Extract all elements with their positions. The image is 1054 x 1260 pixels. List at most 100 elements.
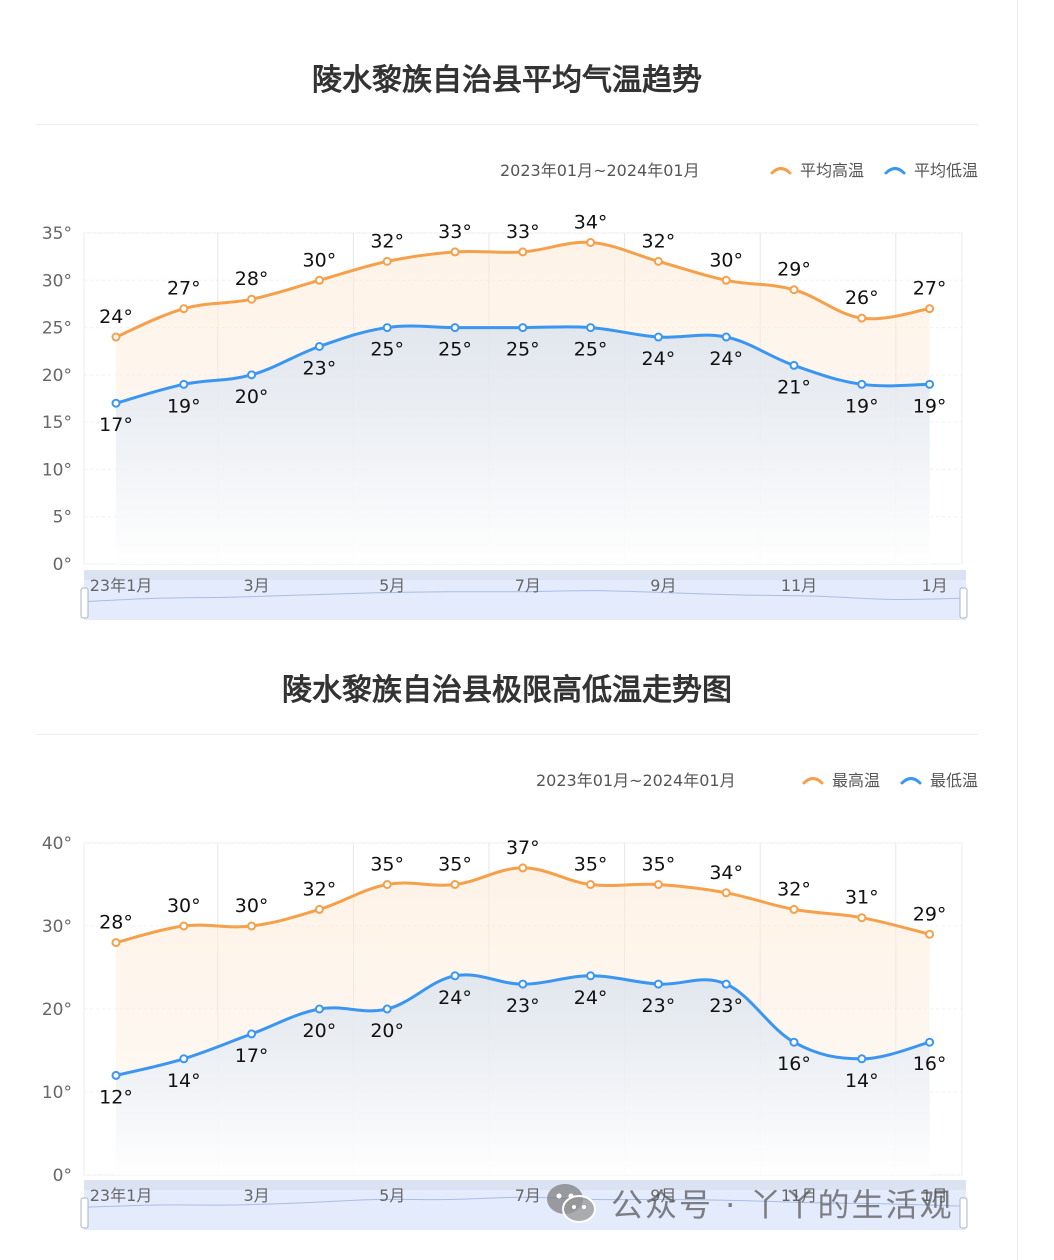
date-range-label: 2023年01月~2024年01月 — [500, 161, 700, 180]
low-data-label: 23° — [303, 357, 337, 379]
zoom-slider-handle-right — [959, 587, 968, 619]
high-data-label: 34° — [709, 862, 743, 884]
high-data-label: 35° — [438, 854, 472, 876]
high-series-point — [586, 237, 596, 247]
low-data-label: 23° — [506, 995, 540, 1017]
low-series-point — [450, 971, 460, 981]
zoom-slider-track — [84, 1190, 966, 1230]
low-data-label: 25° — [574, 339, 608, 361]
legend-item-high[interactable]: 最高温 — [802, 767, 880, 791]
chart-title: 陵水黎族自治县极限高低温走势图 — [282, 673, 732, 708]
legend-item-low[interactable]: 最低温 — [900, 767, 978, 791]
high-data-label: 28° — [99, 912, 133, 934]
low-series-point — [450, 323, 460, 333]
low-data-label: 12° — [99, 1086, 133, 1108]
legend-label-high: 最高温 — [831, 771, 880, 790]
high-data-label: 27° — [913, 278, 947, 300]
high-series-point — [179, 921, 189, 931]
low-series-point — [179, 1054, 189, 1064]
high-series-point — [111, 938, 121, 948]
legend-item-low[interactable]: 平均低温 — [884, 157, 978, 181]
high-data-label: 30° — [709, 249, 743, 271]
low-data-label: 19° — [845, 395, 879, 417]
low-data-label: 25° — [370, 339, 404, 361]
y-tick-label: 25° — [42, 319, 72, 339]
high-series-point — [857, 913, 867, 923]
high-data-label: 32° — [370, 230, 404, 252]
high-data-label: 32° — [777, 878, 811, 900]
low-series-point — [925, 1037, 935, 1047]
low-series-point — [111, 1070, 121, 1080]
zoom-slider-handle-left — [80, 1197, 89, 1229]
high-series-point — [925, 304, 935, 314]
high-data-label: 28° — [235, 268, 269, 290]
low-data-label: 23° — [709, 995, 743, 1017]
low-data-label: 17° — [235, 1045, 269, 1067]
legend-high-line-icon — [802, 777, 824, 785]
high-series-point — [857, 313, 867, 323]
low-data-label: 24° — [709, 348, 743, 370]
high-data-label: 24° — [99, 306, 133, 328]
chart-legend: 最高温 最低温 — [782, 767, 978, 791]
y-tick-label: 20° — [42, 1000, 72, 1020]
high-series-point — [111, 332, 121, 342]
zoom-slider-handle-left — [80, 587, 89, 619]
high-data-label: 30° — [167, 895, 201, 917]
low-series-point — [247, 370, 257, 380]
low-data-label: 25° — [506, 339, 540, 361]
low-series-point — [314, 1004, 324, 1014]
low-data-label: 25° — [438, 339, 472, 361]
high-data-label: 33° — [438, 221, 472, 243]
high-data-label: 33° — [506, 221, 540, 243]
x-tick-label: 7月 — [515, 576, 541, 595]
high-series-point — [925, 929, 935, 939]
high-series-point — [721, 888, 731, 898]
y-tick-label: 40° — [42, 834, 72, 854]
zoom-slider-track-top — [84, 570, 966, 580]
legend-label-low: 最低温 — [929, 771, 978, 790]
y-tick-label: 10° — [42, 460, 72, 480]
zoom-slider-preview-line — [83, 590, 963, 603]
chart-title: 陵水黎族自治县平均气温趋势 — [312, 63, 702, 98]
y-tick-label: 15° — [42, 413, 72, 433]
watermark: 公众号 · 丫丫的生活观 — [545, 1180, 954, 1226]
low-data-label: 16° — [913, 1053, 947, 1075]
watermark-text: 公众号 · 丫丫的生活观 — [611, 1186, 954, 1224]
high-series-point — [450, 880, 460, 889]
high-data-label: 30° — [235, 895, 269, 917]
low-series-point — [382, 323, 392, 333]
low-data-label: 20° — [235, 386, 269, 408]
x-tick-label: 3月 — [244, 1186, 270, 1205]
low-data-label: 17° — [99, 414, 133, 436]
y-tick-label: 35° — [42, 224, 72, 244]
high-data-label: 34° — [574, 211, 608, 233]
high-data-label: 35° — [642, 854, 676, 876]
high-data-label: 26° — [845, 287, 879, 309]
wechat-icon — [547, 1184, 596, 1223]
y-tick-label: 0° — [53, 555, 72, 575]
chart-legend: 平均高温 平均低温 — [750, 157, 978, 181]
low-series-area — [116, 326, 930, 564]
low-data-label: 19° — [167, 395, 201, 417]
x-tick-label: 5月 — [379, 576, 405, 595]
low-data-label: 19° — [913, 395, 947, 417]
low-data-label: 23° — [642, 995, 676, 1017]
low-series-point — [653, 332, 663, 342]
low-data-label: 20° — [370, 1020, 404, 1042]
high-series-point — [247, 921, 257, 931]
high-series-point — [721, 275, 731, 285]
high-data-label: 32° — [642, 230, 676, 252]
high-series-point — [179, 304, 189, 314]
y-tick-label: 30° — [42, 271, 72, 291]
zoom-slider-handle-right — [959, 1197, 968, 1229]
low-data-label: 20° — [303, 1020, 337, 1042]
y-tick-label: 20° — [42, 366, 72, 386]
legend-label-low: 平均低温 — [913, 161, 978, 180]
legend-item-high[interactable]: 平均高温 — [770, 157, 864, 181]
x-tick-label: 23年1月 — [90, 1186, 153, 1205]
high-series-point — [518, 247, 528, 257]
extreme-temperature-chart: 0° 10° 20° 30° 40° 28° 30° 30° 32° 35° 35° 37° 35° 35… — [42, 834, 968, 1230]
high-data-label: 30° — [303, 249, 337, 271]
high-series-point — [586, 880, 596, 889]
low-data-label: 14° — [167, 1070, 201, 1092]
